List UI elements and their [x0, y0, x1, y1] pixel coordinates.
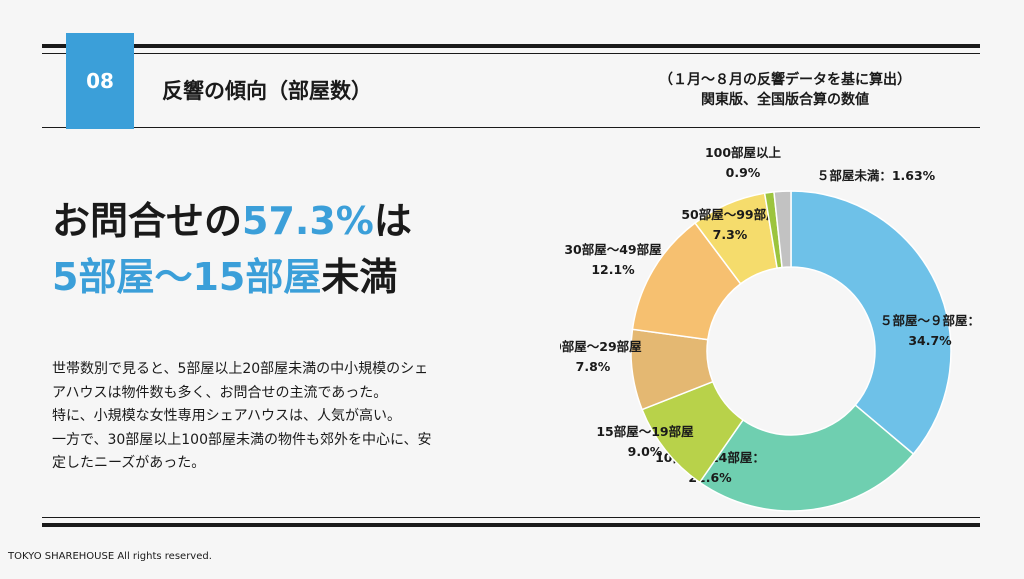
- headline-line2: 5部屋～15部屋未満: [52, 249, 412, 305]
- slice-value-label: 7.3%: [713, 227, 748, 242]
- headline-text: は: [373, 199, 412, 243]
- top-rule-thick: [42, 44, 980, 48]
- slice-value-label: 0.9%: [726, 165, 761, 180]
- body-line: 特に、小規模な女性専用シェアハウスは、人気が高い。: [52, 408, 402, 424]
- headline-highlight: 5部屋～15部屋: [52, 255, 322, 299]
- slice-value-label: 34.7%: [908, 333, 952, 348]
- donut-slice: [773, 190, 792, 269]
- bottom-rule-thin: [42, 517, 980, 518]
- section-number-badge: 08: [66, 33, 134, 129]
- slice-value-label: 12.1%: [591, 262, 635, 277]
- slice-label: ５部屋未満：1.63%: [817, 168, 936, 183]
- copyright-footer: TOKYO SHAREHOUSE All rights reserved.: [8, 551, 212, 562]
- headline: お問合せの57.3%は 5部屋～15部屋未満: [52, 193, 412, 305]
- source-note-line2: 関東版、全国版合算の数値: [701, 92, 869, 108]
- headline-text: お問合せの: [52, 199, 243, 243]
- donut-slice: [698, 404, 915, 512]
- slice-label: 50部屋～99部屋: [681, 207, 779, 222]
- headline-highlight: 57.3%: [242, 199, 374, 243]
- body-line: 定したニーズがあった。: [52, 455, 206, 471]
- slice-label: 20部屋～29部屋: [560, 339, 642, 354]
- body-line: 一方で、30部屋以上100部屋未満の物件も郊外を中心に、安: [52, 431, 432, 448]
- body-text: 世帯数別で見ると、5部屋以上20部屋未満の中小規模のシェ アハウスは物件数も多く…: [52, 358, 502, 476]
- slice-value-label: 7.8%: [576, 359, 611, 374]
- slice-label: ５部屋～９部屋：: [880, 313, 980, 328]
- headline-line1: お問合せの57.3%は: [52, 193, 412, 249]
- header-rule: [42, 127, 980, 128]
- room-count-donut-chart: ５部屋～９部屋：34.7%10部屋～14部屋：22.6%15部屋～19部屋9.0…: [560, 145, 980, 512]
- slice-label: 30部屋～49部屋: [564, 242, 662, 257]
- body-line: 世帯数別で見ると、5部屋以上20部屋未満の中小規模のシェ: [52, 361, 429, 377]
- source-note: （１月～８月の反響データを基に算出） 関東版、全国版合算の数値: [620, 70, 950, 110]
- top-rule-thin: [42, 53, 980, 54]
- bottom-rule-thick: [42, 523, 980, 527]
- source-note-line1: （１月～８月の反響データを基に算出）: [659, 72, 911, 88]
- section-title: 反響の傾向（部屋数）: [162, 79, 372, 103]
- donut-slice: [790, 190, 952, 456]
- slice-value-label: 9.0%: [628, 444, 663, 459]
- headline-text: 未満: [321, 255, 398, 299]
- slice-label: 15部屋～19部屋: [596, 424, 694, 439]
- slice-label: 100部屋以上: [705, 145, 782, 160]
- body-line: アハウスは物件数も多く、お問合せの主流であった。: [52, 384, 388, 401]
